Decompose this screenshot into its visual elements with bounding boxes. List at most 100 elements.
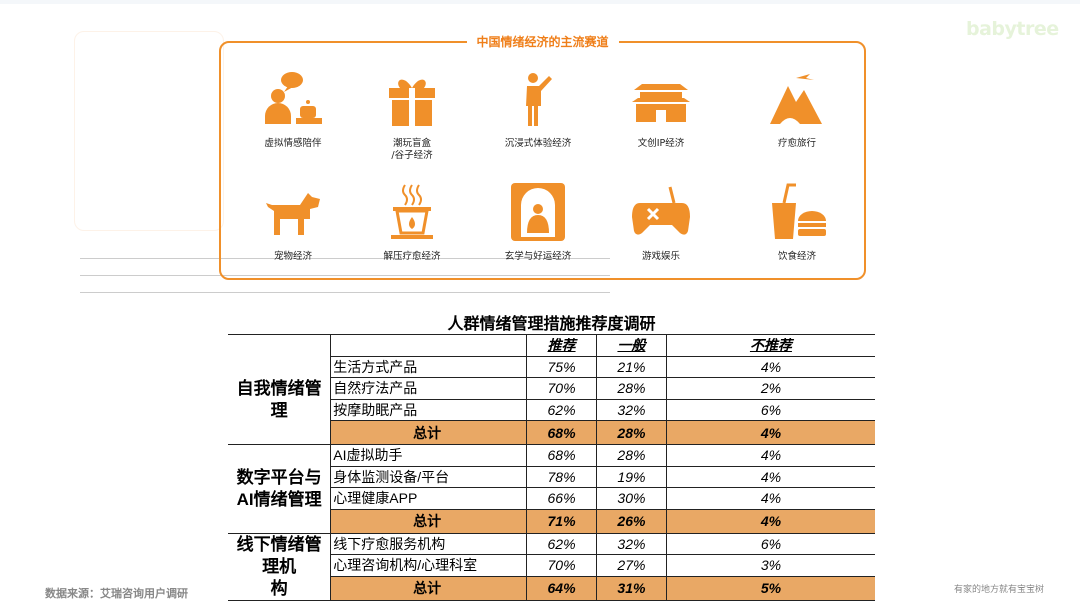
- total-row: 总计 71% 26% 4%: [228, 509, 875, 534]
- value-cell: 78%: [526, 466, 597, 488]
- total-value: 26%: [595, 509, 667, 534]
- value-cell: 62%: [526, 533, 597, 555]
- total-value: 64%: [526, 576, 597, 601]
- table-header-row: 推荐 一般 不推荐: [228, 334, 875, 357]
- travel-landscape-icon: [770, 74, 822, 124]
- background-ghost-divider: [80, 275, 610, 276]
- track-item: 沉浸式体验经济: [478, 68, 598, 150]
- track-item: 饮食经济: [737, 181, 857, 263]
- column-header: 一般: [595, 334, 667, 357]
- track-label: 解压疗愈经济: [383, 251, 441, 262]
- track-item: 解压疗愈经济: [352, 181, 472, 263]
- total-value: 71%: [526, 509, 597, 534]
- top-band: [0, 0, 1080, 4]
- total-value: 5%: [665, 576, 875, 601]
- track-label: 疗愈旅行: [777, 138, 816, 149]
- track-item: 疗愈旅行: [737, 68, 857, 150]
- track-label: 饮食经济: [777, 251, 816, 262]
- value-cell: 32%: [595, 533, 667, 555]
- item-name: 生活方式产品: [330, 356, 527, 378]
- item-name: 心理健康APP: [330, 487, 527, 510]
- aroma-burner-icon: [391, 184, 433, 239]
- value-cell: 19%: [595, 466, 667, 488]
- value-cell: 70%: [526, 554, 597, 577]
- value-cell: 4%: [665, 356, 875, 378]
- track-item: 虚拟情感陪伴: [233, 68, 353, 150]
- track-label: 沉浸式体验经济: [504, 138, 572, 149]
- value-cell: 4%: [665, 444, 875, 467]
- background-ghost-divider: [80, 258, 610, 259]
- gamepad-icon: [632, 186, 690, 235]
- value-cell: 6%: [665, 533, 875, 555]
- value-cell: 21%: [595, 356, 667, 378]
- table-row: 自然疗法产品 70% 28% 2%: [228, 377, 875, 400]
- value-cell: 4%: [665, 466, 875, 488]
- track-label: 玄学与好运经济: [504, 251, 572, 262]
- total-value: 68%: [526, 420, 597, 445]
- value-cell: 75%: [526, 356, 597, 378]
- table-row: 按摩助眠产品 62% 32% 6%: [228, 399, 875, 421]
- column-header: 推荐: [526, 334, 597, 357]
- track-item: 潮玩盲盒 /谷子经济: [352, 68, 472, 162]
- track-label: 宠物经济: [273, 251, 312, 262]
- value-cell: 28%: [595, 377, 667, 400]
- table-row: 数字平台与 AI情绪管理 AI虚拟助手 68% 28% 4%: [228, 444, 875, 534]
- total-row: 总计 64% 31% 5%: [228, 576, 875, 601]
- track-item: 文创IP经济: [601, 68, 721, 150]
- buddha-shrine-icon: [511, 183, 565, 241]
- background-ghost-divider: [80, 292, 610, 293]
- table-row: 心理咨询机构/心理科室 70% 27% 3%: [228, 554, 875, 577]
- value-cell: 2%: [665, 377, 875, 400]
- value-cell: 66%: [526, 487, 597, 510]
- total-row: 总计 68% 28% 4%: [228, 420, 875, 445]
- slogan: 有家的地方就有宝宝树: [954, 585, 1045, 595]
- table-row: 自我情绪管理 生活方式产品 75% 21% 4%: [228, 356, 875, 445]
- palace-icon: [632, 84, 690, 122]
- babytree-logo: babytree: [966, 18, 1059, 40]
- group-name: 数字平台与 AI情绪管理: [228, 444, 332, 534]
- drink-burger-icon: [772, 183, 826, 239]
- table-row: 身体监测设备/平台 78% 19% 4%: [228, 466, 875, 488]
- column-header: 不推荐: [665, 334, 875, 357]
- background-ghost-card: [74, 31, 224, 231]
- dog-icon: [266, 193, 320, 235]
- table-row: 线下情绪管理机 构线下疗愈服务机构 62% 32% 6%: [228, 533, 875, 601]
- card-title: 中国情绪经济的主流赛道: [466, 33, 619, 50]
- track-label: 虚拟情感陪伴: [264, 138, 322, 149]
- item-name: AI虚拟助手: [330, 444, 527, 467]
- value-cell: 27%: [595, 554, 667, 577]
- track-label: 潮玩盲盒 /谷子经济: [391, 138, 433, 161]
- value-cell: 4%: [665, 487, 875, 510]
- item-name: 自然疗法产品: [330, 377, 527, 400]
- track-item: 游戏娱乐: [601, 181, 721, 263]
- person-presenting-icon: [526, 73, 552, 126]
- group-name: 线下情绪管理机 构: [228, 533, 332, 601]
- data-source: 数据来源：艾瑞咨询用户调研: [45, 587, 188, 600]
- recommendation-table: 人群情绪管理措施推荐度调研 推荐 一般 不推荐 自我情绪管理 生活方式产品 75% 21% 4%…: [228, 310, 875, 601]
- track-label: 游戏娱乐: [641, 251, 680, 262]
- value-cell: 3%: [665, 554, 875, 577]
- value-cell: 32%: [595, 399, 667, 421]
- virtual-companion-icon: [265, 72, 322, 124]
- track-item: 玄学与好运经济: [478, 181, 598, 263]
- table-row: 心理健康APP 66% 30% 4%: [228, 487, 875, 510]
- total-value: 28%: [595, 420, 667, 445]
- item-name: 身体监测设备/平台: [330, 466, 527, 488]
- value-cell: 70%: [526, 377, 597, 400]
- item-name: 线下疗愈服务机构: [330, 533, 527, 555]
- value-cell: 68%: [526, 444, 597, 467]
- gift-box-icon: [389, 79, 435, 126]
- group-name: 自我情绪管理: [228, 356, 332, 445]
- value-cell: 62%: [526, 399, 597, 421]
- total-value: 4%: [665, 509, 875, 534]
- table-title: 人群情绪管理措施推荐度调研: [228, 310, 875, 335]
- total-value: 31%: [595, 576, 667, 601]
- main-tracks-card: 中国情绪经济的主流赛道: [219, 33, 866, 280]
- item-name: 心理咨询机构/心理科室: [330, 554, 527, 577]
- value-cell: 30%: [595, 487, 667, 510]
- total-label: 总计: [330, 576, 527, 601]
- value-cell: 28%: [595, 444, 667, 467]
- value-cell: 6%: [665, 399, 875, 421]
- track-item: 宠物经济: [233, 181, 353, 263]
- total-value: 4%: [665, 420, 875, 445]
